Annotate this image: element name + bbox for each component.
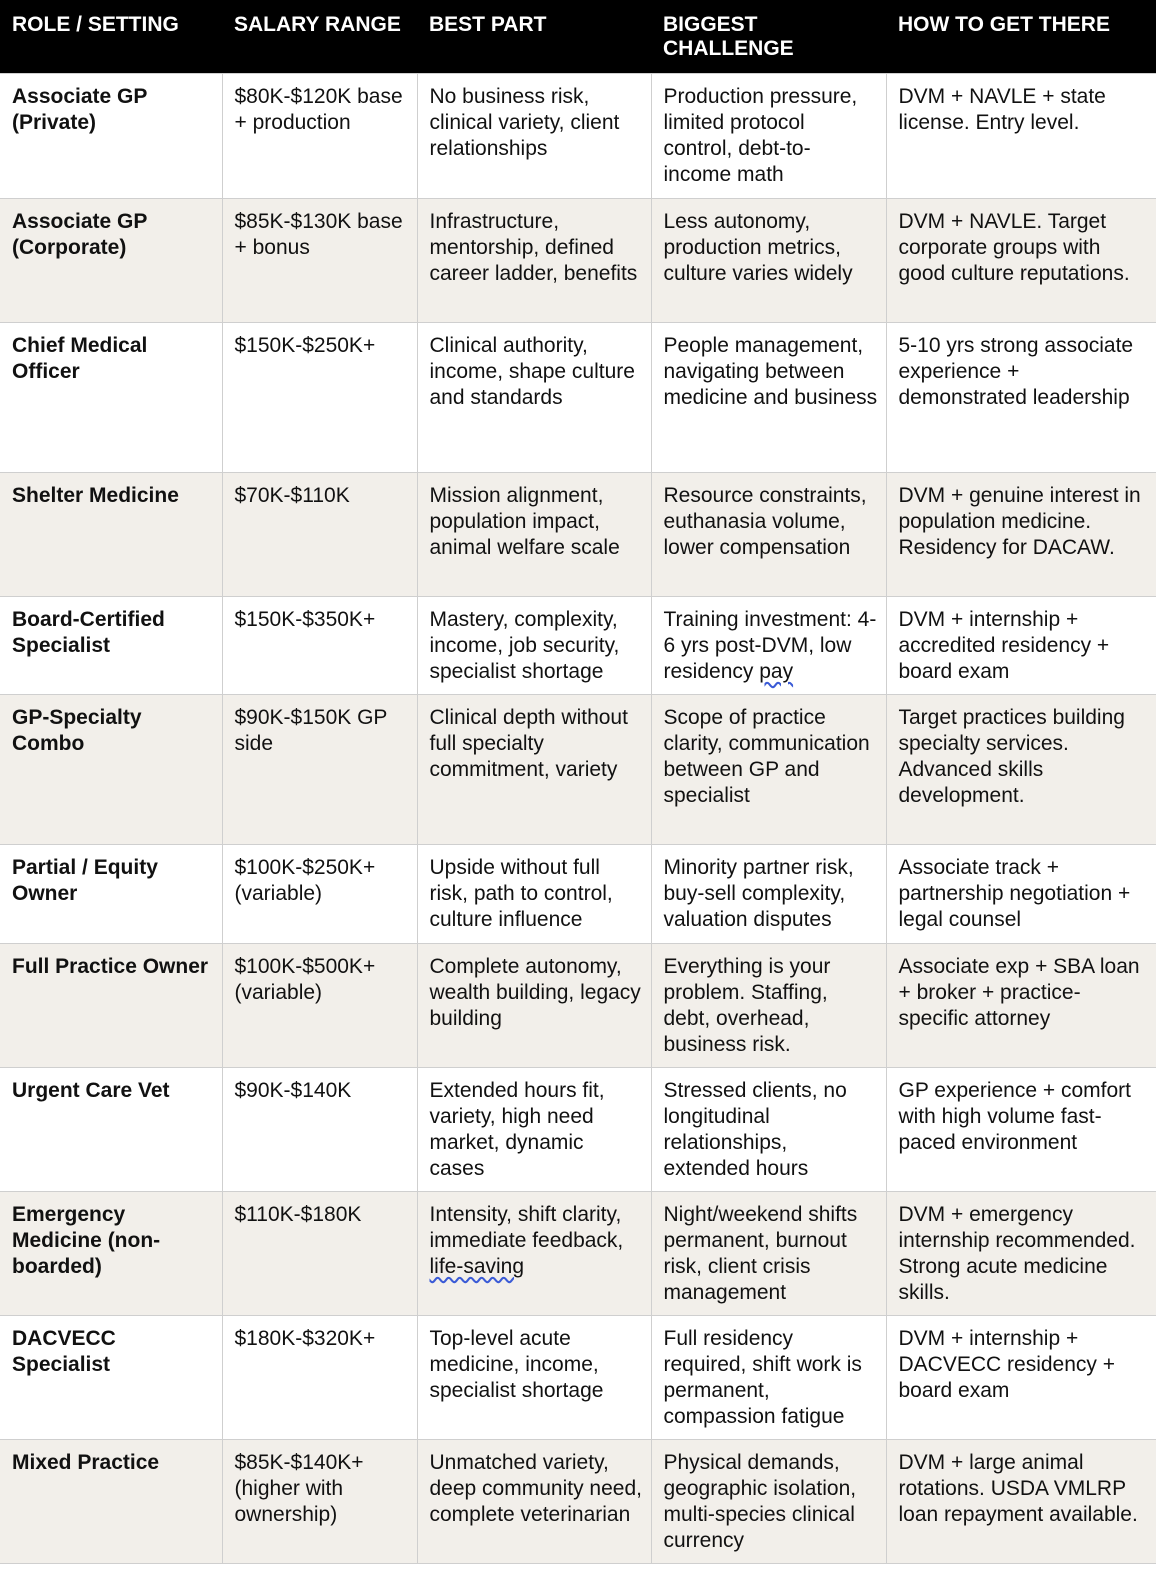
salary-cell: $90K-$140K	[221, 1066, 418, 1192]
role-cell: Emergency Medicine (non-boarded)	[0, 1190, 223, 1316]
role-cell: Associate GP (Corporate)	[0, 197, 223, 323]
challenge-cell: Scope of practice clarity, communication…	[650, 693, 887, 845]
role-cell: Shelter Medicine	[0, 471, 223, 597]
challenge-cell: Minority partner risk, buy-sell complexi…	[650, 843, 887, 944]
challenge-text: Training investment: 4-6 yrs post-DVM, l…	[663, 607, 877, 683]
salary-cell: $90K-$150K GP side	[221, 693, 418, 845]
table-row: GP-Specialty Combo $90K-$150K GP side Cl…	[0, 693, 1156, 845]
path-cell: Target practices building specialty serv…	[885, 693, 1156, 845]
path-cell: DVM + emergency internship recommended. …	[885, 1190, 1156, 1316]
best-part-cell: Infrastructure, mentorship, defined care…	[416, 197, 652, 323]
table-row: Shelter Medicine $70K-$110K Mission alig…	[0, 471, 1156, 597]
role-cell: Mixed Practice	[0, 1438, 223, 1564]
table-row: Board-Certified Specialist $150K-$350K+ …	[0, 595, 1156, 695]
role-cell: Full Practice Owner	[0, 942, 223, 1068]
table-row: Emergency Medicine (non-boarded) $110K-$…	[0, 1190, 1156, 1316]
challenge-cell: Less autonomy, production metrics, cultu…	[650, 197, 887, 323]
salary-cell: $85K-$130K base + bonus	[221, 197, 418, 323]
challenge-cell: Physical demands, geographic isolation, …	[650, 1438, 887, 1564]
path-cell: 5-10 yrs strong associate experience + d…	[885, 321, 1156, 473]
best-part-cell: Intensity, shift clarity, immediate feed…	[416, 1190, 652, 1316]
table-row: Mixed Practice $85K-$140K+ (higher with …	[0, 1438, 1156, 1564]
table-row: Associate GP (Private) $80K-$120K base +…	[0, 72, 1156, 199]
salary-cell: $85K-$140K+ (higher with ownership)	[221, 1438, 418, 1564]
path-cell: Associate track + partnership negotiatio…	[885, 843, 1156, 944]
role-cell: Partial / Equity Owner	[0, 843, 223, 944]
header-path: HOW TO GET THERE	[886, 0, 1156, 73]
best-part-cell: No business risk, clinical variety, clie…	[416, 72, 652, 199]
path-cell: DVM + genuine interest in population med…	[885, 471, 1156, 597]
challenge-cell: Night/weekend shifts permanent, burnout …	[650, 1190, 887, 1316]
challenge-cell: Everything is your problem. Staffing, de…	[650, 942, 887, 1068]
path-cell: DVM + internship + DACVECC residency + b…	[885, 1314, 1156, 1440]
header-best-part: BEST PART	[417, 0, 651, 73]
header-challenge: BIGGEST CHALLENGE	[651, 0, 886, 73]
salary-cell: $150K-$250K+	[221, 321, 418, 473]
path-cell: DVM + internship + accredited residency …	[885, 595, 1156, 695]
salary-cell: $100K-$250K+ (variable)	[221, 843, 418, 944]
table-row: Urgent Care Vet $90K-$140K Extended hour…	[0, 1066, 1156, 1192]
salary-cell: $80K-$120K base + production	[221, 72, 418, 199]
table-row: Full Practice Owner $100K-$500K+ (variab…	[0, 942, 1156, 1068]
best-part-cell: Top-level acute medicine, income, specia…	[416, 1314, 652, 1440]
role-cell: Associate GP (Private)	[0, 72, 223, 199]
table-body: Associate GP (Private) $80K-$120K base +…	[0, 72, 1156, 1564]
path-cell: DVM + NAVLE. Target corporate groups wit…	[885, 197, 1156, 323]
spellcheck-flagged-word: life-saving	[429, 1254, 525, 1278]
salary-cell: $100K-$500K+ (variable)	[221, 942, 418, 1068]
challenge-cell: Production pressure, limited protocol co…	[650, 72, 887, 199]
role-cell: DACVECC Specialist	[0, 1314, 223, 1440]
header-row: ROLE / SETTING SALARY RANGE BEST PART BI…	[0, 0, 1156, 73]
spellcheck-flagged-word: pay	[759, 659, 794, 683]
best-part-cell: Extended hours fit, variety, high need m…	[416, 1066, 652, 1192]
salary-cell: $150K-$350K+	[221, 595, 418, 695]
salary-cell: $70K-$110K	[221, 471, 418, 597]
role-cell: Chief Medical Officer	[0, 321, 223, 473]
table-row: DACVECC Specialist $180K-$320K+ Top-leve…	[0, 1314, 1156, 1440]
challenge-cell: Resource constraints, euthanasia volume,…	[650, 471, 887, 597]
path-cell: Associate exp + SBA loan + broker + prac…	[885, 942, 1156, 1068]
best-part-cell: Clinical authority, income, shape cultur…	[416, 321, 652, 473]
header-role: ROLE / SETTING	[0, 0, 222, 73]
best-part-cell: Mastery, complexity, income, job securit…	[416, 595, 652, 695]
table-row: Associate GP (Corporate) $85K-$130K base…	[0, 197, 1156, 323]
role-cell: GP-Specialty Combo	[0, 693, 223, 845]
table-row: Chief Medical Officer $150K-$250K+ Clini…	[0, 321, 1156, 473]
challenge-cell: Training investment: 4-6 yrs post-DVM, l…	[650, 595, 887, 695]
header-salary: SALARY RANGE	[222, 0, 417, 73]
table-row: Partial / Equity Owner $100K-$250K+ (var…	[0, 843, 1156, 944]
best-part-cell: Clinical depth without full specialty co…	[416, 693, 652, 845]
best-part-cell: Unmatched variety, deep community need, …	[416, 1438, 652, 1564]
table-header: ROLE / SETTING SALARY RANGE BEST PART BI…	[0, 0, 1156, 73]
challenge-cell: Stressed clients, no longitudinal relati…	[650, 1066, 887, 1192]
salary-cell: $110K-$180K	[221, 1190, 418, 1316]
role-cell: Board-Certified Specialist	[0, 595, 223, 695]
path-cell: GP experience + comfort with high volume…	[885, 1066, 1156, 1192]
path-cell: DVM + NAVLE + state license. Entry level…	[885, 72, 1156, 199]
best-part-cell: Mission alignment, population impact, an…	[416, 471, 652, 597]
path-cell: DVM + large animal rotations. USDA VMLRP…	[885, 1438, 1156, 1564]
best-part-cell: Complete autonomy, wealth building, lega…	[416, 942, 652, 1068]
best-part-text: Intensity, shift clarity, immediate feed…	[429, 1202, 624, 1252]
salary-cell: $180K-$320K+	[221, 1314, 418, 1440]
challenge-cell: People management, navigating between me…	[650, 321, 887, 473]
challenge-cell: Full residency required, shift work is p…	[650, 1314, 887, 1440]
best-part-cell: Upside without full risk, path to contro…	[416, 843, 652, 944]
role-cell: Urgent Care Vet	[0, 1066, 223, 1192]
